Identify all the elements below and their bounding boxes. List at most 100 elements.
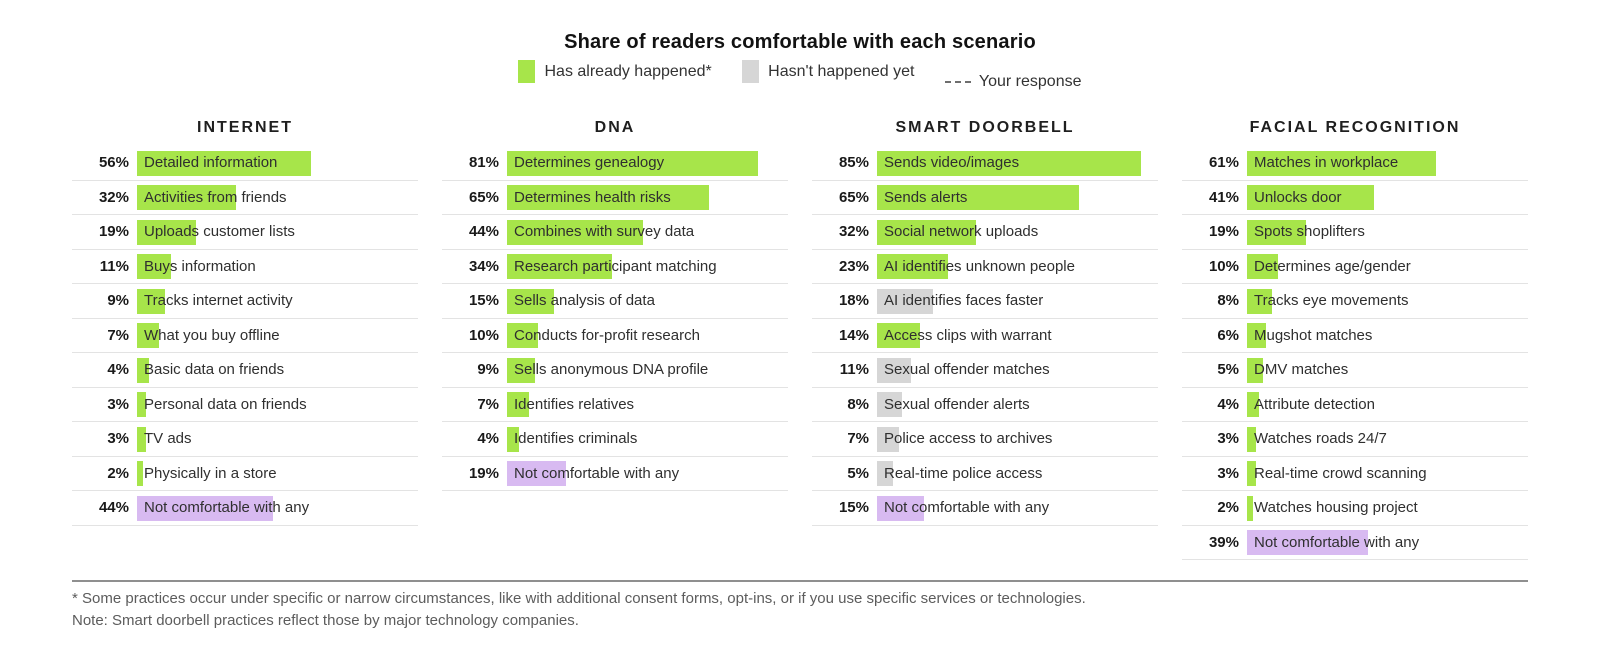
row-percent: 11% <box>99 257 129 275</box>
row-label: Research participant matching <box>514 257 717 275</box>
row-bar <box>877 219 976 245</box>
row-bar <box>877 426 899 452</box>
chart-row: 34% Research participant matching <box>442 250 788 284</box>
chart-title: Share of readers comfortable with each s… <box>564 31 1036 53</box>
row-label: TV ads <box>144 430 192 447</box>
row-bar-cell: Not comfortable with any <box>1247 526 1528 560</box>
chart-row: 7% Police access to archives <box>812 422 1158 457</box>
row-bar-cell: Sells analysis of data <box>507 284 788 318</box>
row-percent: 3% <box>107 430 129 448</box>
chart-row: 9% Tracks internet activity <box>72 284 418 319</box>
row-percent: 2% <box>1217 499 1239 517</box>
row-bar <box>1247 495 1253 521</box>
chart-row: 19% Uploads customer lists <box>72 215 418 250</box>
row-bar <box>1247 392 1259 417</box>
chart-row: 3% TV ads <box>72 422 418 457</box>
row-bar-cell: Police access to archives <box>877 422 1158 456</box>
row-bar-cell: What you buy offline <box>137 319 418 353</box>
row-label: Social network uploads <box>884 223 1039 240</box>
row-bar-cell: Research participant matching <box>507 250 788 284</box>
row-bar <box>137 495 273 521</box>
row-bar-cell: Not comfortable with any <box>137 491 418 525</box>
row-bar <box>507 357 535 383</box>
row-label: Uploads customer lists <box>144 223 295 240</box>
row-percent: 32% <box>98 188 129 206</box>
row-percent: 7% <box>107 326 129 344</box>
chart-row: 32% Activities from friends <box>72 181 418 215</box>
row-bar-cell: Sends alerts <box>877 181 1158 215</box>
row-bar <box>137 288 165 314</box>
scenario-column-smart-doorbell: SMART DOORBELL 85% Sends video/images 65% Se… <box>812 118 1158 560</box>
scenario-column-facial-recognition: FACIAL RECOGNITION 61% Matches in workplac… <box>1182 118 1528 560</box>
chart-row: 44% Combines with survey data <box>442 215 788 250</box>
chart-row: 8% Tracks eye movements <box>1182 284 1528 319</box>
chart-row: 7% What you buy offline <box>72 319 418 353</box>
row-bar <box>507 461 566 486</box>
row-label: Not comfortable with any <box>514 464 680 482</box>
row-label: What you buy offline <box>144 326 280 344</box>
row-label: Personal data on friends <box>144 395 307 413</box>
chart-row: 85% Sends video/images <box>812 146 1158 181</box>
row-bar <box>877 357 911 383</box>
row-label: AI identifies faces faster <box>884 292 1044 309</box>
row-bar-cell: Combines with survey data <box>507 215 788 249</box>
row-label: AI identifies unknown people <box>884 257 1075 275</box>
row-bar-cell: Identifies criminals <box>507 422 788 456</box>
gray-swatch-icon <box>742 60 760 83</box>
row-bar <box>507 392 529 417</box>
row-percent: 65% <box>468 188 499 206</box>
row-label: Basic data on friends <box>144 361 285 378</box>
chart-row: 39% Not comfortable with any <box>1182 526 1528 560</box>
row-percent: 8% <box>847 395 869 413</box>
row-bar-cell: Not comfortable with any <box>877 491 1158 525</box>
row-bar <box>137 323 159 348</box>
row-bar <box>1247 323 1266 348</box>
row-bar <box>877 254 948 279</box>
row-percent: 4% <box>107 361 129 379</box>
row-percent: 61% <box>1208 154 1239 172</box>
row-label: Sells analysis of data <box>514 292 655 309</box>
chart-row: 32% Social network uploads <box>812 215 1158 250</box>
row-percent: 34% <box>468 257 499 275</box>
row-label: Access clips with warrant <box>884 326 1052 344</box>
chart-row: 65% Determines health risks <box>442 181 788 215</box>
row-label: Matches in workplace <box>1254 154 1399 171</box>
row-percent: 7% <box>847 430 869 448</box>
footer-divider <box>72 580 1528 582</box>
row-percent: 11% <box>839 361 869 379</box>
row-bar <box>877 461 893 486</box>
row-label: Activities from friends <box>144 188 287 206</box>
chart-columns: INTERNET 56% Detailed information 32% Activi… <box>72 118 1528 560</box>
row-bar-cell: Conducts for-profit research <box>507 319 788 353</box>
row-label: Mugshot matches <box>1254 326 1373 344</box>
row-bar <box>507 219 643 245</box>
row-bar <box>1247 288 1272 314</box>
row-bar-cell: Access clips with warrant <box>877 319 1158 353</box>
row-label: Sells anonymous DNA profile <box>514 361 709 378</box>
row-percent: 85% <box>838 154 869 172</box>
row-bar <box>137 357 149 383</box>
chart-row: 4% Identifies criminals <box>442 422 788 457</box>
chart-row: 5% Real-time police access <box>812 457 1158 491</box>
row-bar <box>137 426 146 452</box>
row-bar <box>507 288 554 314</box>
row-percent: 14% <box>838 326 869 344</box>
row-percent: 10% <box>468 326 499 344</box>
row-percent: 32% <box>838 223 869 241</box>
row-bar-cell: Social network uploads <box>877 215 1158 249</box>
row-bar <box>137 219 196 245</box>
row-label: Not comfortable with any <box>884 499 1050 516</box>
green-swatch-icon <box>518 60 536 83</box>
row-label: Detailed information <box>144 154 278 171</box>
chart-row: 2% Watches housing project <box>1182 491 1528 526</box>
legend-item-has-happened: Has already happened* <box>518 60 712 83</box>
row-percent: 39% <box>1208 533 1239 551</box>
row-bar <box>877 323 920 348</box>
row-percent: 7% <box>477 395 499 413</box>
row-bar-cell: Physically in a store <box>137 457 418 491</box>
row-label: Buys information <box>144 257 256 275</box>
chart-row: 4% Attribute detection <box>1182 388 1528 422</box>
row-bar-cell: Real-time crowd scanning <box>1247 457 1528 491</box>
row-bar <box>877 150 1141 176</box>
